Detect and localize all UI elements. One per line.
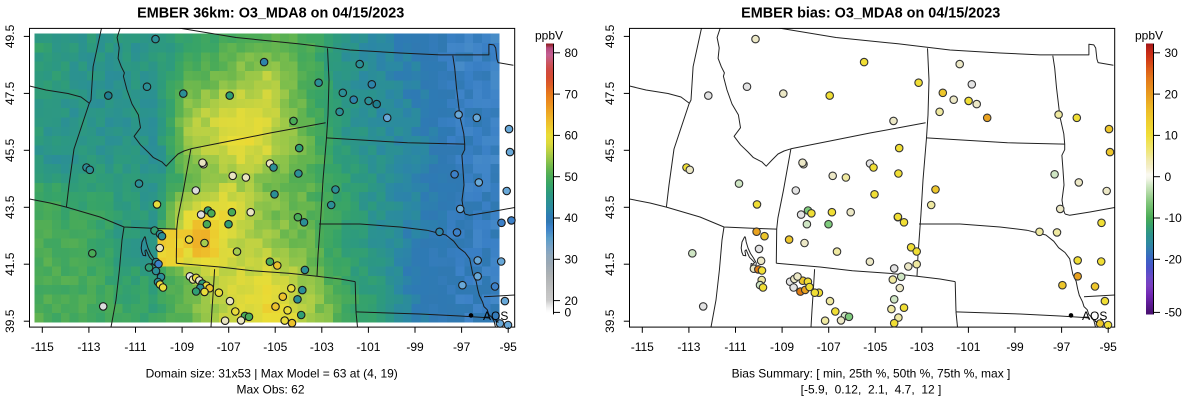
svg-text:30: 30 (1165, 46, 1179, 60)
svg-text:40: 40 (565, 211, 579, 225)
svg-text:50: 50 (565, 170, 579, 184)
svg-text:39.5: 39.5 (3, 309, 17, 333)
svg-text:-107: -107 (817, 340, 841, 354)
svg-text:Bias Summary: [ min, 25th %, 5: Bias Summary: [ min, 25th %, 50th %, 75t… (732, 366, 1011, 380)
svg-text:41.5: 41.5 (3, 252, 17, 276)
svg-text:60: 60 (565, 129, 579, 143)
svg-text:ppbV: ppbV (535, 28, 563, 42)
svg-text:EMBER bias: O3_MDA8 on 04/15/2: EMBER bias: O3_MDA8 on 04/15/2023 (741, 6, 1000, 22)
svg-text:-10: -10 (1165, 211, 1183, 225)
svg-text:-103: -103 (310, 340, 334, 354)
svg-text:0: 0 (1165, 170, 1172, 184)
svg-text:20: 20 (1165, 87, 1179, 101)
svg-text:41.5: 41.5 (603, 252, 617, 276)
svg-text:AQS: AQS (483, 309, 508, 323)
svg-text:47.5: 47.5 (603, 81, 617, 105)
svg-text:-105: -105 (263, 340, 287, 354)
svg-text:EMBER 36km: O3_MDA8 on 04/15/2: EMBER 36km: O3_MDA8 on 04/15/2023 (137, 6, 404, 22)
svg-text:[-5.9, 0.12, 2.1, 4.7, 12: [-5.9, 0.12, 2.1, 4.7, 12 ] (801, 382, 942, 396)
svg-text:-101: -101 (956, 340, 980, 354)
svg-text:-97: -97 (453, 340, 471, 354)
svg-text:-99: -99 (1006, 340, 1024, 354)
svg-text:-50: -50 (1165, 306, 1183, 320)
svg-text:49.5: 49.5 (3, 24, 17, 48)
svg-text:-95: -95 (500, 340, 518, 354)
svg-text:70: 70 (565, 87, 579, 101)
svg-text:-105: -105 (863, 340, 887, 354)
svg-text:-107: -107 (217, 340, 241, 354)
svg-text:43.5: 43.5 (603, 195, 617, 219)
svg-text:0: 0 (565, 306, 572, 320)
svg-text:45.5: 45.5 (603, 138, 617, 162)
svg-text:47.5: 47.5 (3, 81, 17, 105)
svg-text:-99: -99 (406, 340, 424, 354)
svg-text:-101: -101 (356, 340, 380, 354)
svg-text:-113: -113 (677, 340, 700, 354)
svg-text:Max Obs: 62: Max Obs: 62 (236, 382, 304, 396)
svg-text:ppbV: ppbV (1135, 28, 1163, 42)
svg-text:-111: -111 (724, 340, 747, 354)
svg-text:39.5: 39.5 (603, 309, 617, 333)
svg-text:-20: -20 (1165, 253, 1183, 267)
svg-text:Domain size: 31x53 | Max Model: Domain size: 31x53 | Max Model = 63 at (… (146, 366, 398, 380)
svg-text:45.5: 45.5 (3, 138, 17, 162)
svg-text:-97: -97 (1053, 340, 1071, 354)
svg-text:80: 80 (565, 46, 579, 60)
svg-text:-109: -109 (170, 340, 194, 354)
svg-text:20: 20 (565, 294, 579, 308)
svg-text:-113: -113 (77, 340, 100, 354)
svg-text:-95: -95 (1100, 340, 1118, 354)
svg-text:10: 10 (1165, 129, 1179, 143)
svg-text:-115: -115 (631, 340, 654, 354)
svg-text:43.5: 43.5 (3, 195, 17, 219)
svg-text:AQS: AQS (1082, 309, 1107, 323)
svg-text:-115: -115 (31, 340, 54, 354)
svg-text:-111: -111 (124, 340, 147, 354)
svg-text:-109: -109 (770, 340, 794, 354)
svg-text:30: 30 (565, 253, 579, 267)
svg-text:49.5: 49.5 (603, 24, 617, 48)
svg-text:-103: -103 (910, 340, 934, 354)
